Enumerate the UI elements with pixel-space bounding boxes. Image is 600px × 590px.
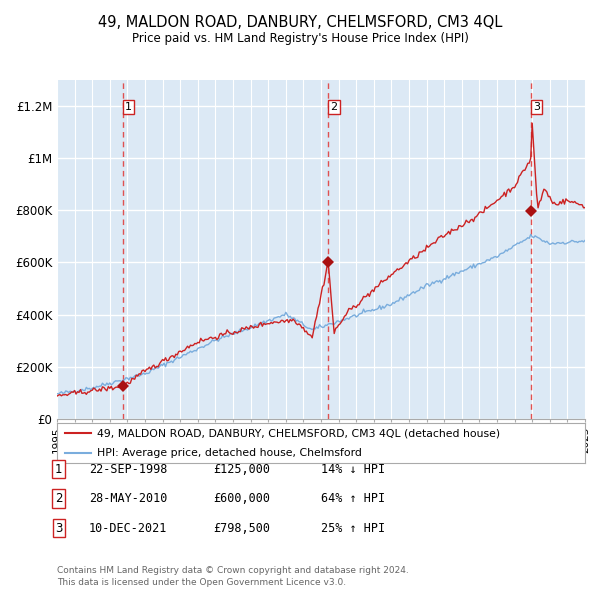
Text: £125,000: £125,000 xyxy=(213,463,270,476)
Text: 14% ↓ HPI: 14% ↓ HPI xyxy=(321,463,385,476)
Text: 1: 1 xyxy=(125,102,132,112)
Text: 10-DEC-2021: 10-DEC-2021 xyxy=(89,522,167,535)
Text: 2: 2 xyxy=(331,102,337,112)
Text: HPI: Average price, detached house, Chelmsford: HPI: Average price, detached house, Chel… xyxy=(97,448,361,458)
Text: 2: 2 xyxy=(55,492,62,505)
Text: 3: 3 xyxy=(55,522,62,535)
Text: £600,000: £600,000 xyxy=(213,492,270,505)
Text: 3: 3 xyxy=(533,102,540,112)
Text: 49, MALDON ROAD, DANBURY, CHELMSFORD, CM3 4QL (detached house): 49, MALDON ROAD, DANBURY, CHELMSFORD, CM… xyxy=(97,428,500,438)
Text: 1: 1 xyxy=(55,463,62,476)
Text: 49, MALDON ROAD, DANBURY, CHELMSFORD, CM3 4QL: 49, MALDON ROAD, DANBURY, CHELMSFORD, CM… xyxy=(98,15,502,30)
Text: 25% ↑ HPI: 25% ↑ HPI xyxy=(321,522,385,535)
Text: 22-SEP-1998: 22-SEP-1998 xyxy=(89,463,167,476)
Text: 64% ↑ HPI: 64% ↑ HPI xyxy=(321,492,385,505)
Text: Contains HM Land Registry data © Crown copyright and database right 2024.
This d: Contains HM Land Registry data © Crown c… xyxy=(57,566,409,587)
Text: 28-MAY-2010: 28-MAY-2010 xyxy=(89,492,167,505)
Text: Price paid vs. HM Land Registry's House Price Index (HPI): Price paid vs. HM Land Registry's House … xyxy=(131,32,469,45)
Text: £798,500: £798,500 xyxy=(213,522,270,535)
